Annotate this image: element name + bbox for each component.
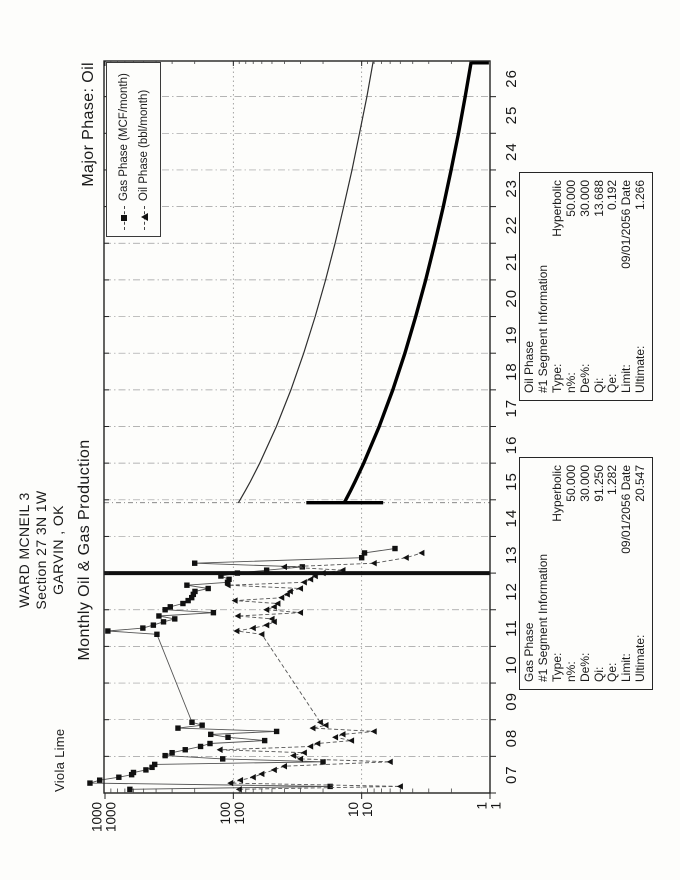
x-tick-label: 17	[503, 399, 520, 418]
oil-line-sample	[140, 206, 148, 230]
gas-box-title: Gas Phase	[522, 622, 536, 682]
x-tick-label: 08	[503, 729, 520, 748]
x-tick-label: 07	[503, 765, 520, 784]
gas-segment-info-box: Gas Phase #1 Segment Information Type: Hy…	[519, 457, 654, 690]
x-tick-label: 21	[503, 252, 520, 271]
segment-row-label: n%:	[563, 661, 578, 682]
segment-row-label: De%:	[577, 363, 592, 393]
segment-row-value: 50.000	[563, 180, 578, 217]
segment-row-value: 20.547	[633, 465, 648, 502]
gas-box-rows: Type: Hyperbolic n%: 50.000 De%: 30.000 Qi: 91.…	[549, 465, 648, 682]
gas-box-subtitle: #1 Segment Information	[535, 553, 550, 682]
segment-row-value: 91.250	[591, 465, 606, 502]
segment-row-value: 09/01/2056 Date	[619, 465, 634, 554]
legend-oil-label: Oil Phase (bbl/month)	[138, 89, 150, 201]
x-tick-label: 13	[503, 545, 520, 564]
y-tick-label: 10	[360, 802, 375, 817]
segment-row-value: Hyperbolic	[549, 180, 564, 237]
x-tick-label: 11	[503, 619, 520, 637]
legend-gas-label: Gas Phase (MCF/month)	[118, 73, 130, 201]
x-tick-label: 10	[503, 655, 520, 674]
x-tick-label: 20	[503, 289, 520, 308]
gas-segment-row: Qe: 1.282	[605, 465, 620, 682]
legend-item-gas: Gas Phase (MCF/month)	[114, 63, 134, 230]
oil-segment-row: De%: 30.000	[577, 180, 593, 393]
oil-segment-row: Qi: 13.688	[591, 180, 607, 393]
y-tick-label: 10	[346, 802, 361, 817]
legend-item-oil: Oil Phase (bbl/month)	[134, 63, 154, 230]
segment-row-label: Limit:	[619, 364, 634, 393]
oil-box-rows: Type: Hyperbolic n%: 50.000 De%: 30.000 Qi: 13.…	[549, 180, 648, 393]
segment-row-label: De%:	[577, 652, 592, 682]
segment-row-label: Type:	[549, 363, 564, 393]
gas-segment-row: Type: Hyperbolic	[549, 465, 565, 682]
gas-segment-row: Ultimate: 20.547	[633, 465, 648, 682]
x-tick-label: 12	[503, 582, 520, 601]
oil-box-subtitle: #1 Segment Information	[535, 264, 550, 393]
x-tick-label: 26	[503, 69, 520, 88]
x-tick-label: 14	[503, 509, 520, 528]
oil-segment-row: Qe: 0.192	[605, 180, 620, 393]
segment-row-value: 1.282	[605, 465, 620, 496]
y-tick-label: 100	[218, 802, 233, 825]
chart-legend: Gas Phase (MCF/month) Oil Phase (bbl/mon…	[106, 62, 161, 237]
segment-row-label: Limit:	[619, 653, 634, 682]
segment-row-value: 1.266	[633, 180, 648, 211]
segment-row-label: Qe:	[605, 662, 620, 682]
oil-segment-row: n%: 50.000	[563, 180, 579, 393]
segment-row-label: Ultimate:	[633, 345, 648, 393]
x-tick-label: 19	[503, 326, 520, 345]
x-tick-label: 16	[503, 436, 520, 455]
gas-segment-row: De%: 30.000	[577, 465, 593, 682]
segment-row-value: 50.000	[563, 465, 578, 502]
x-tick-label: 23	[503, 179, 520, 198]
x-tick-label: 25	[503, 106, 520, 125]
segment-row-label: n%:	[563, 372, 578, 393]
x-tick-label: 24	[503, 142, 520, 161]
segment-row-value: 09/01/2056 Date	[619, 180, 634, 269]
segment-row-label: Qi:	[591, 377, 606, 393]
gas-segment-row: n%: 50.000	[563, 465, 579, 682]
x-tick-label: 09	[503, 692, 520, 711]
gas-line-sample	[121, 206, 127, 230]
segment-row-value: 13.688	[591, 180, 606, 217]
y-tick-label: 1	[475, 802, 490, 810]
y-tick-label: 1000	[90, 802, 105, 832]
gas-segment-row: Qi: 91.250	[591, 465, 607, 682]
segment-row-value: 30.000	[577, 180, 592, 217]
segment-row-label: Type:	[549, 652, 564, 682]
y-tick-label: 1000	[104, 802, 119, 832]
x-tick-label: 15	[503, 472, 520, 491]
oil-segment-row: Type: Hyperbolic	[549, 180, 565, 393]
segment-row-value: 0.192	[605, 180, 620, 211]
segment-row-label: Qi:	[591, 666, 606, 682]
x-tick-label: 22	[503, 216, 520, 235]
oil-segment-info-box: Oil Phase #1 Segment Information Type: Hy…	[519, 172, 654, 401]
segment-row-value: Hyperbolic	[549, 465, 564, 522]
segment-row-label: Ultimate:	[633, 634, 648, 682]
oil-triangle-marker-icon	[140, 213, 148, 221]
oil-segment-row: Limit: 09/01/2056 Date	[619, 180, 634, 393]
segment-row-value: 30.000	[577, 465, 592, 502]
x-tick-label: 18	[503, 362, 520, 381]
y-tick-label: 1	[489, 802, 504, 810]
y-tick-label: 100	[232, 802, 247, 825]
oil-segment-row: Ultimate: 1.266	[633, 180, 648, 393]
gas-square-marker-icon	[121, 215, 127, 221]
oil-box-title: Oil Phase	[522, 340, 536, 393]
gas-segment-row: Limit: 09/01/2056 Date	[619, 465, 634, 682]
segment-row-label: Qe:	[605, 373, 620, 393]
